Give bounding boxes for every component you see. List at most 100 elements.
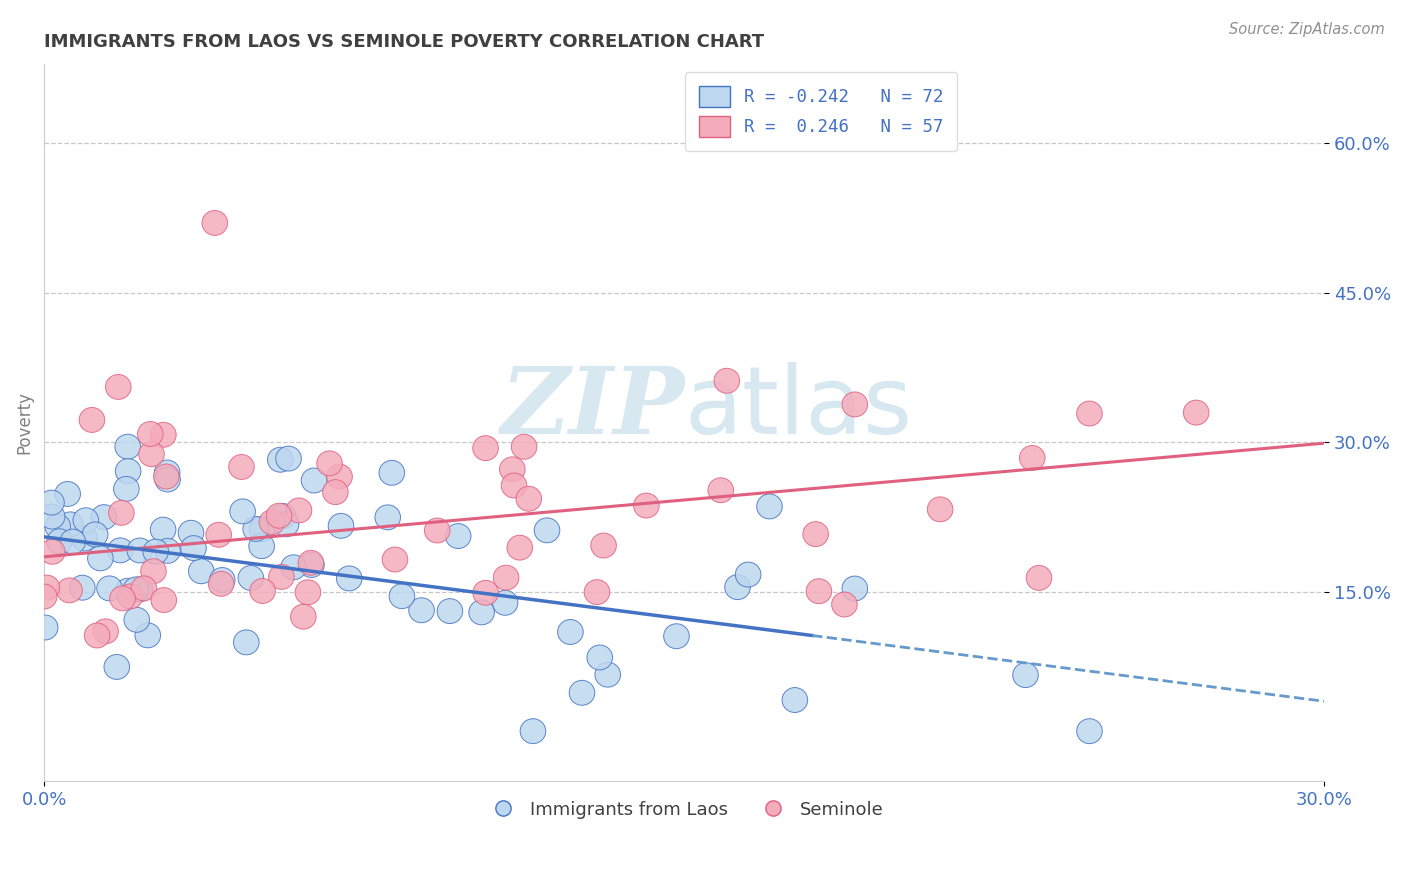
Ellipse shape xyxy=(124,607,149,632)
Ellipse shape xyxy=(127,577,153,602)
Text: ZIP: ZIP xyxy=(501,363,685,453)
Ellipse shape xyxy=(84,623,110,648)
Ellipse shape xyxy=(138,422,163,447)
Ellipse shape xyxy=(79,408,104,433)
Ellipse shape xyxy=(34,575,59,600)
Ellipse shape xyxy=(508,535,533,560)
Ellipse shape xyxy=(709,478,734,503)
Ellipse shape xyxy=(143,539,169,564)
Ellipse shape xyxy=(1077,401,1102,426)
Ellipse shape xyxy=(756,494,782,519)
Ellipse shape xyxy=(328,514,354,538)
Ellipse shape xyxy=(634,493,659,518)
Ellipse shape xyxy=(1026,566,1052,591)
Legend: Immigrants from Laos, Seminole: Immigrants from Laos, Seminole xyxy=(478,793,891,826)
Ellipse shape xyxy=(105,375,131,400)
Ellipse shape xyxy=(135,623,160,648)
Ellipse shape xyxy=(46,529,73,554)
Ellipse shape xyxy=(494,566,519,591)
Ellipse shape xyxy=(114,476,139,501)
Ellipse shape xyxy=(267,447,292,472)
Ellipse shape xyxy=(188,558,214,583)
Ellipse shape xyxy=(298,552,325,577)
Ellipse shape xyxy=(569,681,595,706)
Ellipse shape xyxy=(150,422,176,447)
Ellipse shape xyxy=(91,505,117,530)
Ellipse shape xyxy=(326,464,353,489)
Ellipse shape xyxy=(249,533,274,558)
Ellipse shape xyxy=(229,455,254,479)
Ellipse shape xyxy=(520,719,546,744)
Ellipse shape xyxy=(250,579,276,603)
Ellipse shape xyxy=(69,575,96,600)
Ellipse shape xyxy=(842,576,868,601)
Ellipse shape xyxy=(266,503,292,528)
Ellipse shape xyxy=(39,540,65,565)
Ellipse shape xyxy=(124,577,149,602)
Ellipse shape xyxy=(32,615,58,640)
Text: IMMIGRANTS FROM LAOS VS SEMINOLE POVERTY CORRELATION CHART: IMMIGRANTS FROM LAOS VS SEMINOLE POVERTY… xyxy=(44,33,765,51)
Ellipse shape xyxy=(512,434,537,459)
Ellipse shape xyxy=(928,497,953,522)
Ellipse shape xyxy=(110,586,135,611)
Ellipse shape xyxy=(117,584,143,609)
Ellipse shape xyxy=(107,538,134,563)
Ellipse shape xyxy=(295,580,321,605)
Ellipse shape xyxy=(83,522,108,547)
Ellipse shape xyxy=(56,578,83,603)
Ellipse shape xyxy=(229,499,256,524)
Ellipse shape xyxy=(1184,401,1209,425)
Ellipse shape xyxy=(150,588,177,613)
Ellipse shape xyxy=(591,533,616,558)
Ellipse shape xyxy=(287,498,312,523)
Ellipse shape xyxy=(269,565,294,590)
Ellipse shape xyxy=(534,518,560,542)
Ellipse shape xyxy=(389,583,415,608)
Text: Source: ZipAtlas.com: Source: ZipAtlas.com xyxy=(1229,22,1385,37)
Ellipse shape xyxy=(322,480,349,505)
Ellipse shape xyxy=(446,524,471,549)
Ellipse shape xyxy=(1077,719,1102,744)
Ellipse shape xyxy=(115,434,141,459)
Ellipse shape xyxy=(291,604,316,629)
Ellipse shape xyxy=(501,473,527,498)
Ellipse shape xyxy=(301,468,326,493)
Ellipse shape xyxy=(316,450,343,475)
Ellipse shape xyxy=(724,574,751,599)
Ellipse shape xyxy=(803,522,828,547)
Ellipse shape xyxy=(179,520,204,545)
Ellipse shape xyxy=(141,558,166,583)
Ellipse shape xyxy=(205,523,232,547)
Ellipse shape xyxy=(273,512,299,537)
Ellipse shape xyxy=(336,566,361,591)
Ellipse shape xyxy=(72,526,97,551)
Ellipse shape xyxy=(202,211,228,235)
Ellipse shape xyxy=(115,458,141,483)
Ellipse shape xyxy=(492,591,517,615)
Ellipse shape xyxy=(131,576,156,601)
Ellipse shape xyxy=(842,392,868,417)
Ellipse shape xyxy=(472,581,499,606)
Ellipse shape xyxy=(735,562,761,587)
Ellipse shape xyxy=(60,529,86,554)
Ellipse shape xyxy=(31,584,58,609)
Ellipse shape xyxy=(516,486,541,511)
Ellipse shape xyxy=(270,503,297,528)
Ellipse shape xyxy=(155,539,180,564)
Ellipse shape xyxy=(139,442,165,467)
Ellipse shape xyxy=(468,600,495,624)
Ellipse shape xyxy=(181,535,207,560)
Ellipse shape xyxy=(150,517,176,542)
Ellipse shape xyxy=(499,457,524,482)
Ellipse shape xyxy=(155,467,180,492)
Ellipse shape xyxy=(249,516,274,541)
Ellipse shape xyxy=(1012,663,1038,688)
Ellipse shape xyxy=(93,619,118,644)
Ellipse shape xyxy=(380,460,405,485)
Text: atlas: atlas xyxy=(685,362,912,454)
Ellipse shape xyxy=(298,550,323,575)
Ellipse shape xyxy=(409,598,434,623)
Ellipse shape xyxy=(45,514,70,539)
Ellipse shape xyxy=(233,630,259,655)
Ellipse shape xyxy=(243,516,269,541)
